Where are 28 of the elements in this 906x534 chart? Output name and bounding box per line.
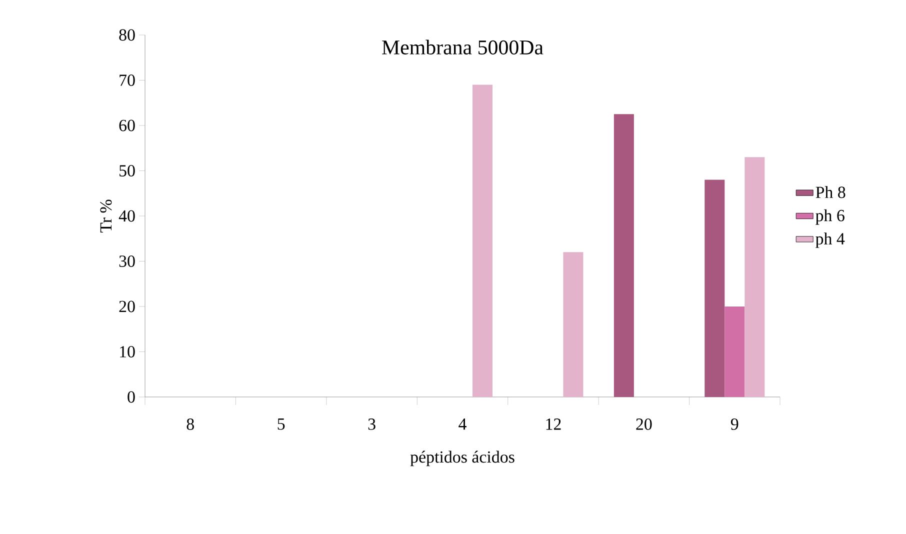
y-tick-label: 40 [118,210,135,222]
legend-label: Ph 8 [816,186,846,198]
bar [724,306,745,397]
y-tick-label: 0 [128,391,135,403]
x-tick-label: 3 [368,418,376,430]
x-tick-label: 5 [278,418,285,430]
legend-label: ph 6 [816,209,844,225]
bar [563,252,584,397]
chart-title: Membrana 5000Da [382,40,544,54]
bar [744,157,765,397]
bar [472,84,493,397]
x-axis-title: péptidos ácidos [410,450,514,466]
y-tick-label: 50 [120,165,135,176]
x-tick-label: 9 [730,418,738,430]
y-axis-title: Tr % [100,200,112,233]
bar [614,114,634,397]
x-tick-label: 8 [186,418,194,430]
y-tick-label: 10 [120,346,135,358]
x-tick-label: 20 [636,418,652,430]
y-tick-label: 20 [119,300,135,312]
y-tick-label: 80 [119,29,135,41]
bar [704,180,725,397]
legend-label: ph 4 [816,232,845,248]
y-tick-label: 70 [120,74,135,86]
x-tick-label: 4 [458,418,466,430]
y-tick-label: 30 [119,256,135,267]
x-tick-label: 12 [546,418,561,430]
y-tick-label: 60 [119,120,135,132]
